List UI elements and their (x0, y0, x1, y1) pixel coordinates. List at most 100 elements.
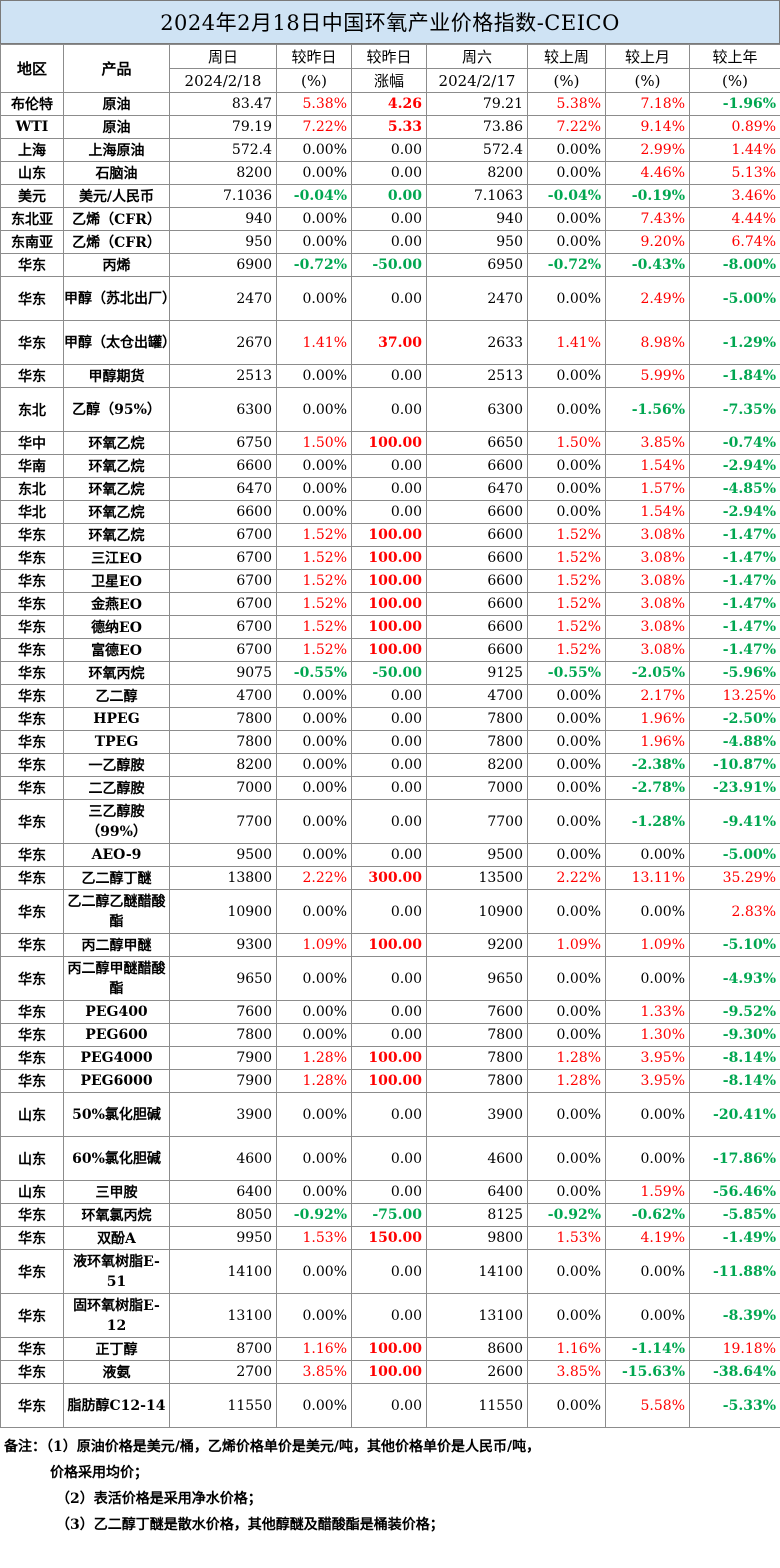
table-row: 东北 环氧乙烷 6470 0.00% 0.00 6470 0.00% 1.57% -4.85% (0, 477, 780, 501)
cell-week: 1.41% (527, 320, 606, 365)
cell-week: 1.52% (527, 638, 606, 662)
cell-product: 环氧乙烷 (63, 523, 170, 547)
cell-week: -0.72% (527, 253, 606, 277)
cell-chg: 0.00 (351, 364, 427, 388)
cell-prev: 7.1063 (426, 184, 528, 208)
cell-pct: 1.52% (276, 638, 352, 662)
table-row: 东北亚 乙烯（CFR） 940 0.00% 0.00 940 0.00% 7.43% 4.44% (0, 207, 780, 231)
col-cur-day-header: 周日 (169, 44, 277, 69)
table-body: 布伦特 原油 83.47 5.38% 4.26 79.21 5.38% 7.18% -1.96%… (0, 92, 780, 1428)
table-row: 华东 PEG400 7600 0.00% 0.00 7600 0.00% 1.33% -9.52… (0, 1000, 780, 1024)
cell-prev: 11550 (426, 1383, 528, 1428)
cell-month: 1.96% (605, 707, 690, 731)
cell-cur: 6700 (169, 638, 277, 662)
table-row: 华东 三江EO 6700 1.52% 100.00 6600 1.52% 3.08% -1.47… (0, 546, 780, 570)
cell-pct: 0.00% (276, 843, 352, 867)
cell-pct: 1.52% (276, 592, 352, 616)
cell-chg: 37.00 (351, 320, 427, 365)
cell-chg: 0.00 (351, 276, 427, 321)
cell-prev: 8200 (426, 161, 528, 185)
cell-month: 0.00% (605, 1249, 690, 1294)
cell-chg: 0.00 (351, 454, 427, 478)
cell-product: 甲醇（苏北出厂） (63, 276, 170, 321)
cell-pct: 0.00% (276, 1249, 352, 1294)
cell-week: 5.38% (527, 92, 606, 116)
cell-chg: 0.00 (351, 730, 427, 754)
cell-pct: 0.00% (276, 161, 352, 185)
cell-year: -1.49% (689, 1226, 780, 1250)
cell-week: 1.52% (527, 546, 606, 570)
cell-prev: 13100 (426, 1293, 528, 1338)
cell-product: 环氧乙烷 (63, 477, 170, 501)
cell-month: 9.20% (605, 230, 690, 254)
cell-cur: 7900 (169, 1046, 277, 1070)
price-table: 地区 产品 周日 较昨日 较昨日 周六 较上周 较上月 较上年 2024/2/1… (0, 44, 780, 1428)
cell-prev: 6400 (426, 1180, 528, 1204)
cell-year: 13.25% (689, 684, 780, 708)
cell-prev: 6600 (426, 615, 528, 639)
cell-product: 二乙醇胺 (63, 776, 170, 800)
note-line-3: （2）表活价格是采用净水价格； (56, 1491, 262, 1507)
cell-prev: 9650 (426, 956, 528, 1001)
note-line-4: （3）乙二醇丁醚是散水价格，其他醇醚及醋酸酯是桶装价格； (56, 1517, 444, 1533)
cell-cur: 9950 (169, 1226, 277, 1250)
cell-region: 华东 (0, 753, 64, 777)
cell-cur: 7.1036 (169, 184, 277, 208)
cell-month: 3.08% (605, 592, 690, 616)
table-row: 山东 石脑油 8200 0.00% 0.00 8200 0.00% 4.46% 5.13% (0, 161, 780, 185)
cell-month: 1.30% (605, 1023, 690, 1047)
cell-region: 华东 (0, 615, 64, 639)
cell-prev: 572.4 (426, 138, 528, 162)
cell-pct: 0.00% (276, 1383, 352, 1428)
cell-month: 2.99% (605, 138, 690, 162)
cell-chg: 100.00 (351, 933, 427, 957)
cell-cur: 8700 (169, 1337, 277, 1361)
col-month-header: 较上月 (605, 44, 690, 69)
cell-product: 环氧乙烷 (63, 454, 170, 478)
cell-product: 固环氧树脂E-12 (63, 1293, 170, 1338)
cell-pct: 0.00% (276, 387, 352, 432)
cell-chg: 4.26 (351, 92, 427, 116)
cell-month: 4.19% (605, 1226, 690, 1250)
cell-month: 5.58% (605, 1383, 690, 1428)
cell-month: 1.57% (605, 477, 690, 501)
cell-product: 三江EO (63, 546, 170, 570)
cell-product: 环氧丙烷 (63, 661, 170, 685)
cell-year: 2.83% (689, 889, 780, 934)
col-product-header: 产品 (63, 44, 170, 93)
cell-pct: 1.50% (276, 431, 352, 455)
cell-month: 4.46% (605, 161, 690, 185)
cell-chg: 100.00 (351, 1069, 427, 1093)
table-row: 上海 上海原油 572.4 0.00% 0.00 572.4 0.00% 2.99% 1.44% (0, 138, 780, 162)
note-line-2: 价格采用均价； (50, 1465, 148, 1481)
cell-cur: 6300 (169, 387, 277, 432)
cell-pct: 1.41% (276, 320, 352, 365)
cell-prev: 9125 (426, 661, 528, 685)
cell-prev: 7800 (426, 1069, 528, 1093)
cell-year: -8.00% (689, 253, 780, 277)
cell-chg: -50.00 (351, 661, 427, 685)
table-row: 华东 丙二醇甲醚 9300 1.09% 100.00 9200 1.09% 1.09% -5.1… (0, 933, 780, 957)
cell-pct: 0.00% (276, 230, 352, 254)
cell-cur: 6470 (169, 477, 277, 501)
cell-month: 3.08% (605, 615, 690, 639)
cell-prev: 2633 (426, 320, 528, 365)
cell-product: 脂肪醇C12-14 (63, 1383, 170, 1428)
cell-product: 三甲胺 (63, 1180, 170, 1204)
cell-product: 60%氯化胆碱 (63, 1136, 170, 1181)
cell-chg: 0.00 (351, 230, 427, 254)
cell-region: 华东 (0, 1293, 64, 1338)
cell-prev: 6600 (426, 569, 528, 593)
cell-week: 1.52% (527, 592, 606, 616)
cell-prev: 73.86 (426, 115, 528, 139)
cell-region: 东北 (0, 477, 64, 501)
cell-month: 0.00% (605, 1293, 690, 1338)
cell-year: -9.41% (689, 799, 780, 844)
cell-pct: 0.00% (276, 776, 352, 800)
cell-region: 华东 (0, 1023, 64, 1047)
cell-region: 华东 (0, 1226, 64, 1250)
cell-region: 华东 (0, 569, 64, 593)
cell-region: 华北 (0, 500, 64, 524)
col-pct-header: 较昨日 (276, 44, 352, 69)
cell-pct: 1.52% (276, 569, 352, 593)
